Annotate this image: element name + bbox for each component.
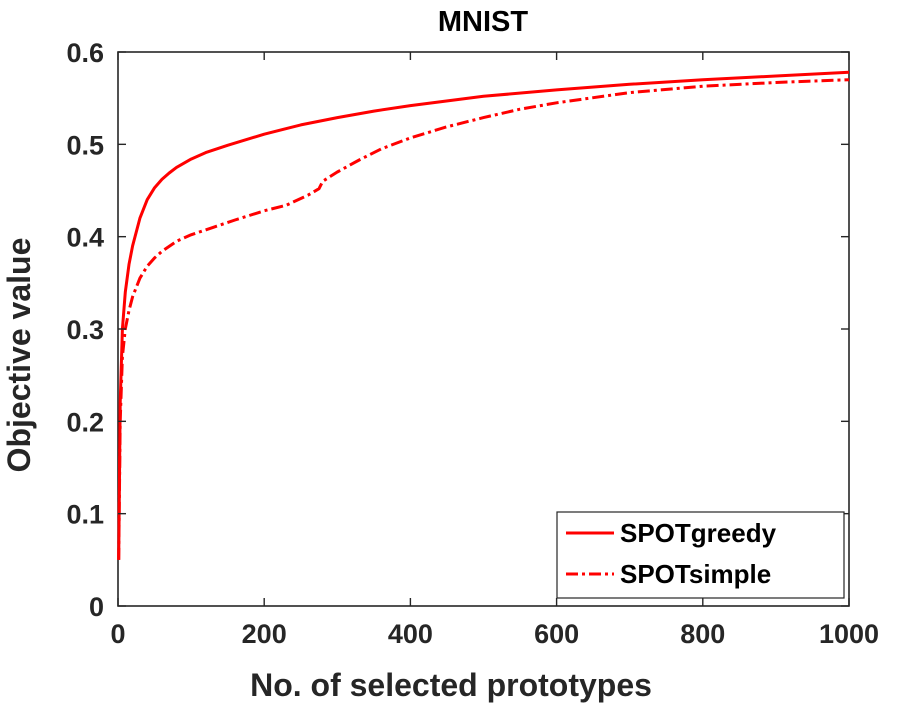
tick-layer [117,51,850,607]
series-line-spotgreedy [117,70,850,560]
x-tick-label: 400 [388,619,433,649]
y-tick-label: 0.4 [66,223,104,253]
y-axis-label: Objective value [1,238,37,473]
x-tick-label: 600 [534,619,579,649]
series-layer [117,70,850,560]
legend: SPOTgreedy SPOTsimple [556,511,845,599]
x-axis-label: No. of selected prototypes [250,667,652,703]
x-tick-label: 1000 [819,619,879,649]
y-tick-label: 0.1 [66,500,104,530]
x-tick-label: 200 [242,619,287,649]
x-tick-label: 800 [680,619,725,649]
y-tick-label: 0.2 [66,407,104,437]
plot-area [117,51,850,607]
y-tick-label: 0.6 [66,38,104,68]
series-line-spotsimple [117,78,850,560]
tick-label-layer: 0 200 400 600 800 1000 0 0.1 0.2 0.3 0.4 0.5 0.6 [66,38,879,649]
x-tick-label: 0 [110,619,125,649]
y-tick-label: 0.3 [66,315,104,345]
legend-label-spotsimple: SPOTsimple [620,559,771,589]
chart-title: MNIST [438,6,529,38]
y-tick-label: 0 [89,592,104,622]
y-tick-label: 0.5 [66,130,104,160]
legend-box [556,511,845,599]
legend-label-spotgreedy: SPOTgreedy [620,518,777,548]
